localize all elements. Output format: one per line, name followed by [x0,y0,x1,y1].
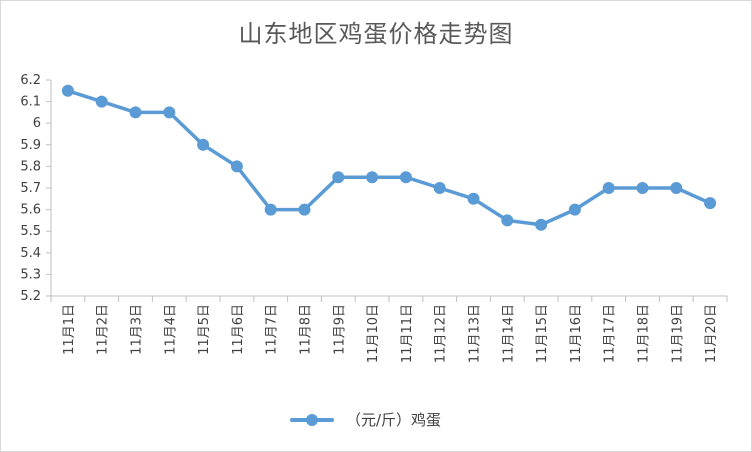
y-tick-label: 5.2 [20,289,41,304]
y-tick-label: 5.3 [20,267,41,282]
x-tick-label: 11月2日 [96,304,111,355]
data-point [636,182,649,194]
x-tick-label: 11月19日 [670,304,685,363]
data-point [332,171,345,184]
data-point [399,171,412,184]
data-point [568,203,581,216]
x-tick-label: 11月15日 [535,304,550,363]
y-tick-label: 5.4 [20,246,41,261]
data-point [298,203,311,216]
data-point [535,218,548,231]
data-point [61,84,74,97]
data-point [163,106,176,119]
x-tick-label: 11月1日 [62,304,77,355]
data-point [129,106,142,119]
series-line [66,89,712,227]
legend: （元/斤）鸡蛋 [290,409,441,430]
data-point [501,214,514,227]
legend-marker-icon [290,413,334,426]
x-tick-label: 11月6日 [231,304,246,355]
data-point [264,203,277,216]
x-tick-label: 11月18日 [637,304,652,363]
y-tick-label: 5.5 [20,224,41,239]
x-tick-label: 11月9日 [332,304,347,355]
x-tick-label: 11月14日 [501,304,516,363]
y-tick-label: 6 [33,116,41,131]
x-tick-label: 11月12日 [434,304,449,363]
legend-label: （元/斤）鸡蛋 [346,411,442,429]
data-point [433,182,446,194]
data-point [670,182,683,194]
chart-title: 山东地区鸡蛋价格走势图 [238,20,514,48]
data-point [197,138,210,151]
x-tick-label: 11月11日 [400,304,415,363]
x-tick-label: 11月7日 [265,304,280,355]
x-tick-label: 11月13日 [468,304,483,363]
y-tick-label: 5.9 [20,138,41,153]
x-tick-label: 11月20日 [704,304,719,363]
x-tick-label: 11月10日 [366,304,381,363]
x-tick-label: 11月5日 [197,304,212,355]
x-tick-label: 11月4日 [163,304,178,355]
x-tick-label: 11月3日 [130,304,145,355]
data-point [602,182,615,194]
x-tick-label: 11月8日 [299,304,314,355]
y-tick-label: 6.2 [20,73,41,88]
data-point [467,192,480,205]
y-tick-label: 5.8 [20,159,41,174]
data-point [366,171,379,184]
y-tick-label: 5.7 [20,181,41,196]
data-point [95,95,108,108]
data-point [704,197,717,210]
x-tick-label: 11月16日 [569,304,584,363]
y-tick-label: 5.6 [20,203,41,218]
x-tick-label: 11月17日 [603,304,618,363]
data-point [230,160,243,173]
y-tick-label: 6.1 [20,95,41,110]
